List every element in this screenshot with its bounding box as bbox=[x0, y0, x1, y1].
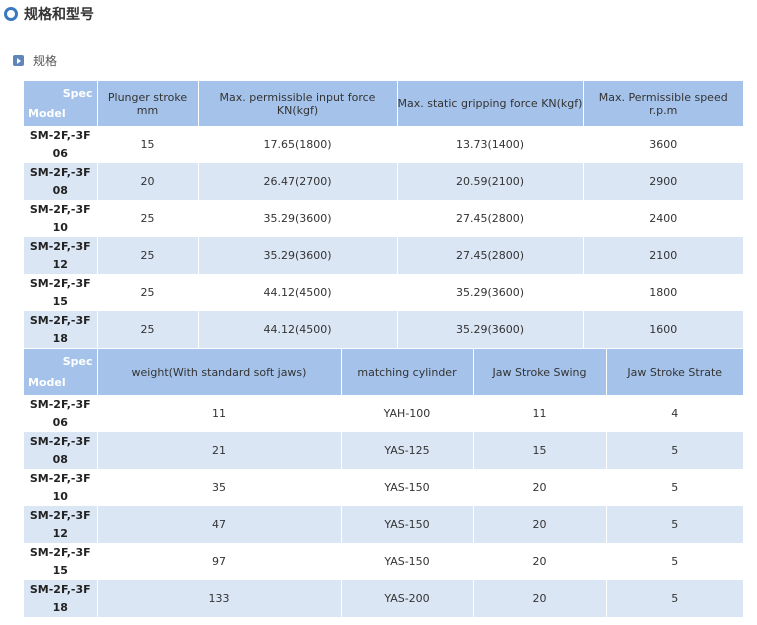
table-row: SM-2F,-3F 18 133 YAS-200 20 5 bbox=[24, 580, 743, 617]
table-cell: 2100 bbox=[583, 237, 743, 274]
column-header: Max. static gripping force KN(kgf) bbox=[397, 81, 584, 126]
model-cell: SM-2F,-3F 18 bbox=[24, 311, 98, 348]
table-cell: YAH-100 bbox=[341, 395, 474, 432]
table-row: SM-2F,-3F 08 20 26.47(2700) 20.59(2100) 2900 bbox=[24, 163, 743, 200]
model-cell: SM-2F,-3F 08 bbox=[24, 432, 98, 469]
table-cell: 11 bbox=[97, 395, 342, 432]
section-icon bbox=[13, 55, 24, 66]
table-cell: YAS-150 bbox=[341, 506, 474, 543]
table-cell: 13.73(1400) bbox=[397, 126, 584, 163]
table-row: SM-2F,-3F 10 35 YAS-150 20 5 bbox=[24, 469, 743, 506]
header-row: Spec Model Plunger stroke mm Max. permissib… bbox=[24, 81, 743, 126]
model-cell: SM-2F,-3F 18 bbox=[24, 580, 98, 617]
table-cell: 4 bbox=[606, 395, 743, 432]
table-cell: 5 bbox=[606, 506, 743, 543]
spec-table: Spec Model Plunger stroke mm Max. permissib… bbox=[24, 81, 743, 348]
table-cell: 20 bbox=[473, 506, 607, 543]
table-cell: 2400 bbox=[583, 200, 743, 237]
column-header: weight(With standard soft jaws) bbox=[97, 349, 342, 395]
table-cell: 35.29(3600) bbox=[198, 237, 398, 274]
column-header: Jaw Stroke Swing bbox=[473, 349, 607, 395]
table-cell: 20 bbox=[473, 580, 607, 617]
header-row: Spec Model weight(With standard soft jaws)… bbox=[24, 349, 743, 395]
table-cell: YAS-150 bbox=[341, 469, 474, 506]
table-cell: 26.47(2700) bbox=[198, 163, 398, 200]
model-label: Model bbox=[28, 107, 66, 120]
table-cell: 27.45(2800) bbox=[397, 200, 584, 237]
table-cell: 25 bbox=[97, 311, 199, 348]
table-cell: 5 bbox=[606, 469, 743, 506]
model-cell: SM-2F,-3F 10 bbox=[24, 200, 98, 237]
model-label: Model bbox=[28, 376, 66, 389]
column-header: Max. Permissible speed r.p.m bbox=[583, 81, 743, 126]
model-cell: SM-2F,-3F 12 bbox=[24, 237, 98, 274]
column-header: matching cylinder bbox=[341, 349, 474, 395]
table-row: SM-2F,-3F 08 21 YAS-125 15 5 bbox=[24, 432, 743, 469]
table-cell: 25 bbox=[97, 200, 199, 237]
column-header: Jaw Stroke Strate bbox=[606, 349, 743, 395]
table-row: SM-2F,-3F 12 25 35.29(3600) 27.45(2800) 2100 bbox=[24, 237, 743, 274]
title-icon bbox=[4, 7, 18, 21]
column-header: Plunger stroke mm bbox=[97, 81, 199, 126]
table-cell: 21 bbox=[97, 432, 342, 469]
table-cell: 15 bbox=[473, 432, 607, 469]
model-cell: SM-2F,-3F 08 bbox=[24, 163, 98, 200]
model-cell: SM-2F,-3F 10 bbox=[24, 469, 98, 506]
section-title: 规格 bbox=[33, 54, 58, 68]
model-cell: SM-2F,-3F 15 bbox=[24, 274, 98, 311]
table-cell: 25 bbox=[97, 237, 199, 274]
column-header: Max. permissible input force KN(kgf) bbox=[198, 81, 398, 126]
table-cell: 20 bbox=[97, 163, 199, 200]
table-cell: 97 bbox=[97, 543, 342, 580]
table-cell: 1600 bbox=[583, 311, 743, 348]
table-row: SM-2F,-3F 10 25 35.29(3600) 27.45(2800) 2400 bbox=[24, 200, 743, 237]
table-cell: 35 bbox=[97, 469, 342, 506]
table-cell: 44.12(4500) bbox=[198, 274, 398, 311]
table-cell: YAS-200 bbox=[341, 580, 474, 617]
header-cell: Spec Model bbox=[24, 349, 98, 395]
model-cell: SM-2F,-3F 12 bbox=[24, 506, 98, 543]
table-row: SM-2F,-3F 06 11 YAH-100 11 4 bbox=[24, 395, 743, 432]
table-row: SM-2F,-3F 06 15 17.65(1800) 13.73(1400) 3600 bbox=[24, 126, 743, 163]
table-cell: 47 bbox=[97, 506, 342, 543]
table-cell: 35.29(3600) bbox=[397, 274, 584, 311]
table-cell: 35.29(3600) bbox=[397, 311, 584, 348]
table-cell: 133 bbox=[97, 580, 342, 617]
table-cell: 25 bbox=[97, 274, 199, 311]
table-cell: 3600 bbox=[583, 126, 743, 163]
table-cell: 5 bbox=[606, 543, 743, 580]
table-row: SM-2F,-3F 15 25 44.12(4500) 35.29(3600) 1800 bbox=[24, 274, 743, 311]
model-cell: SM-2F,-3F 06 bbox=[24, 126, 98, 163]
table-row: SM-2F,-3F 12 47 YAS-150 20 5 bbox=[24, 506, 743, 543]
spec-table: Spec Model weight(With standard soft jaws)… bbox=[24, 349, 743, 617]
table-cell: 5 bbox=[606, 432, 743, 469]
table-row: SM-2F,-3F 15 97 YAS-150 20 5 bbox=[24, 543, 743, 580]
table-cell: 11 bbox=[473, 395, 607, 432]
page-title: 规格和型号 bbox=[24, 7, 94, 23]
table-cell: 1800 bbox=[583, 274, 743, 311]
table-row: SM-2F,-3F 18 25 44.12(4500) 35.29(3600) 1600 bbox=[24, 311, 743, 348]
table-cell: 20 bbox=[473, 469, 607, 506]
table-cell: 2900 bbox=[583, 163, 743, 200]
spec-label: Spec bbox=[62, 355, 93, 368]
model-cell: SM-2F,-3F 06 bbox=[24, 395, 98, 432]
table-cell: 15 bbox=[97, 126, 199, 163]
table-cell: 17.65(1800) bbox=[198, 126, 398, 163]
table-cell: YAS-150 bbox=[341, 543, 474, 580]
table-cell: 20 bbox=[473, 543, 607, 580]
table-cell: YAS-125 bbox=[341, 432, 474, 469]
spec-label: Spec bbox=[62, 87, 93, 100]
table-cell: 35.29(3600) bbox=[198, 200, 398, 237]
model-cell: SM-2F,-3F 15 bbox=[24, 543, 98, 580]
table-cell: 27.45(2800) bbox=[397, 237, 584, 274]
table-cell: 5 bbox=[606, 580, 743, 617]
header-cell: Spec Model bbox=[24, 81, 98, 126]
table-cell: 44.12(4500) bbox=[198, 311, 398, 348]
table-cell: 20.59(2100) bbox=[397, 163, 584, 200]
